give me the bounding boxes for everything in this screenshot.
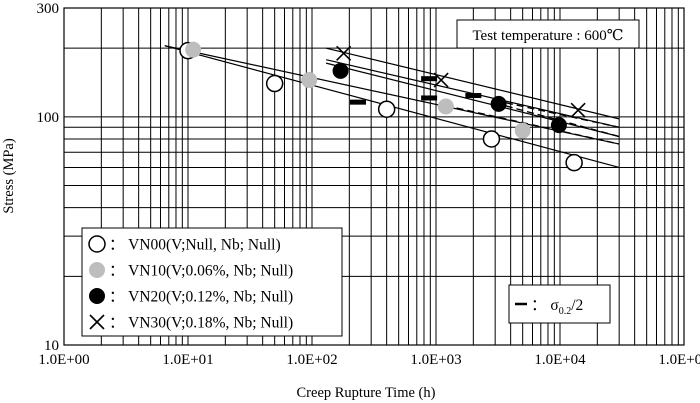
data-points [179,41,586,172]
legend-entry: ： VN20(V;0.12%, Nb; Null) [109,289,293,306]
plot-frame [63,7,685,346]
test-temperature-label: Test temperature : 600℃ [472,28,623,44]
sigma-mark [350,99,367,105]
x-tick-label: 1.0E+04 [534,352,586,368]
fit-line [325,47,620,120]
x-tick-label: 1.0E+01 [162,352,213,368]
data-point [377,100,396,118]
x-tick-label: 1.0E+03 [410,352,461,368]
fit-line-dashed [445,104,620,145]
data-point [482,130,501,148]
x-tick-label: 1.0E+05 [658,352,700,368]
fit-line-dashed [495,99,620,128]
data-point [336,45,352,61]
data-point [570,102,586,118]
x-axis-label: Creep Rupture Time (h) [297,385,436,401]
data-point [433,72,449,88]
legend: ： VN00(V;Null, Nb; Null) ： VN10(V;0.06%, … [81,227,343,337]
data-point [265,74,284,93]
annotation-box: Test temperature : 600℃ [456,19,640,49]
cross-stroke [89,314,105,330]
sigma-mark [421,95,438,101]
cross-stroke [336,45,352,61]
data-point [332,62,349,79]
data-point [89,288,105,304]
data-point [490,95,507,112]
data-point [565,153,583,172]
legend-entry: ： VN30(V;0.18%, Nb; Null) [109,315,293,332]
data-point [185,41,202,58]
legend-entry: ： VN00(V;Null, Nb; Null) [109,237,281,254]
legend-entry: ： VN10(V;0.06%, Nb; Null) [109,263,293,280]
sigma-legend-label: ： σ0.2/2 [531,297,583,317]
y-tick-label: 10 [44,338,59,354]
fit-line [325,62,620,138]
data-point [550,117,567,134]
y-tick-label: 100 [37,110,60,126]
x-tick-labels: 1.0E+00 1.0E+01 1.0E+02 1.0E+03 1.0E+04 1.0E+… [38,352,700,368]
sigma-mark [421,76,438,82]
sigma-mark [465,93,482,99]
x-tick-label: 1.0E+00 [38,352,89,368]
x-tick-label: 1.0E+02 [286,352,337,368]
y-tick-label: 300 [37,1,60,17]
data-point [514,122,531,139]
y-axis-label: Stress (MPa) [1,138,17,213]
data-point [88,235,106,253]
cross-stroke [433,72,449,88]
fit-line [164,45,620,145]
data-point [437,98,454,115]
data-point [89,262,105,278]
sigma-marks [350,76,482,105]
y-tick-labels: 10 100 300 [37,1,60,354]
data-point [89,314,105,330]
cross-stroke [570,102,586,118]
sigma-legend: ： σ0.2/2 [508,284,611,324]
data-point [301,72,318,89]
